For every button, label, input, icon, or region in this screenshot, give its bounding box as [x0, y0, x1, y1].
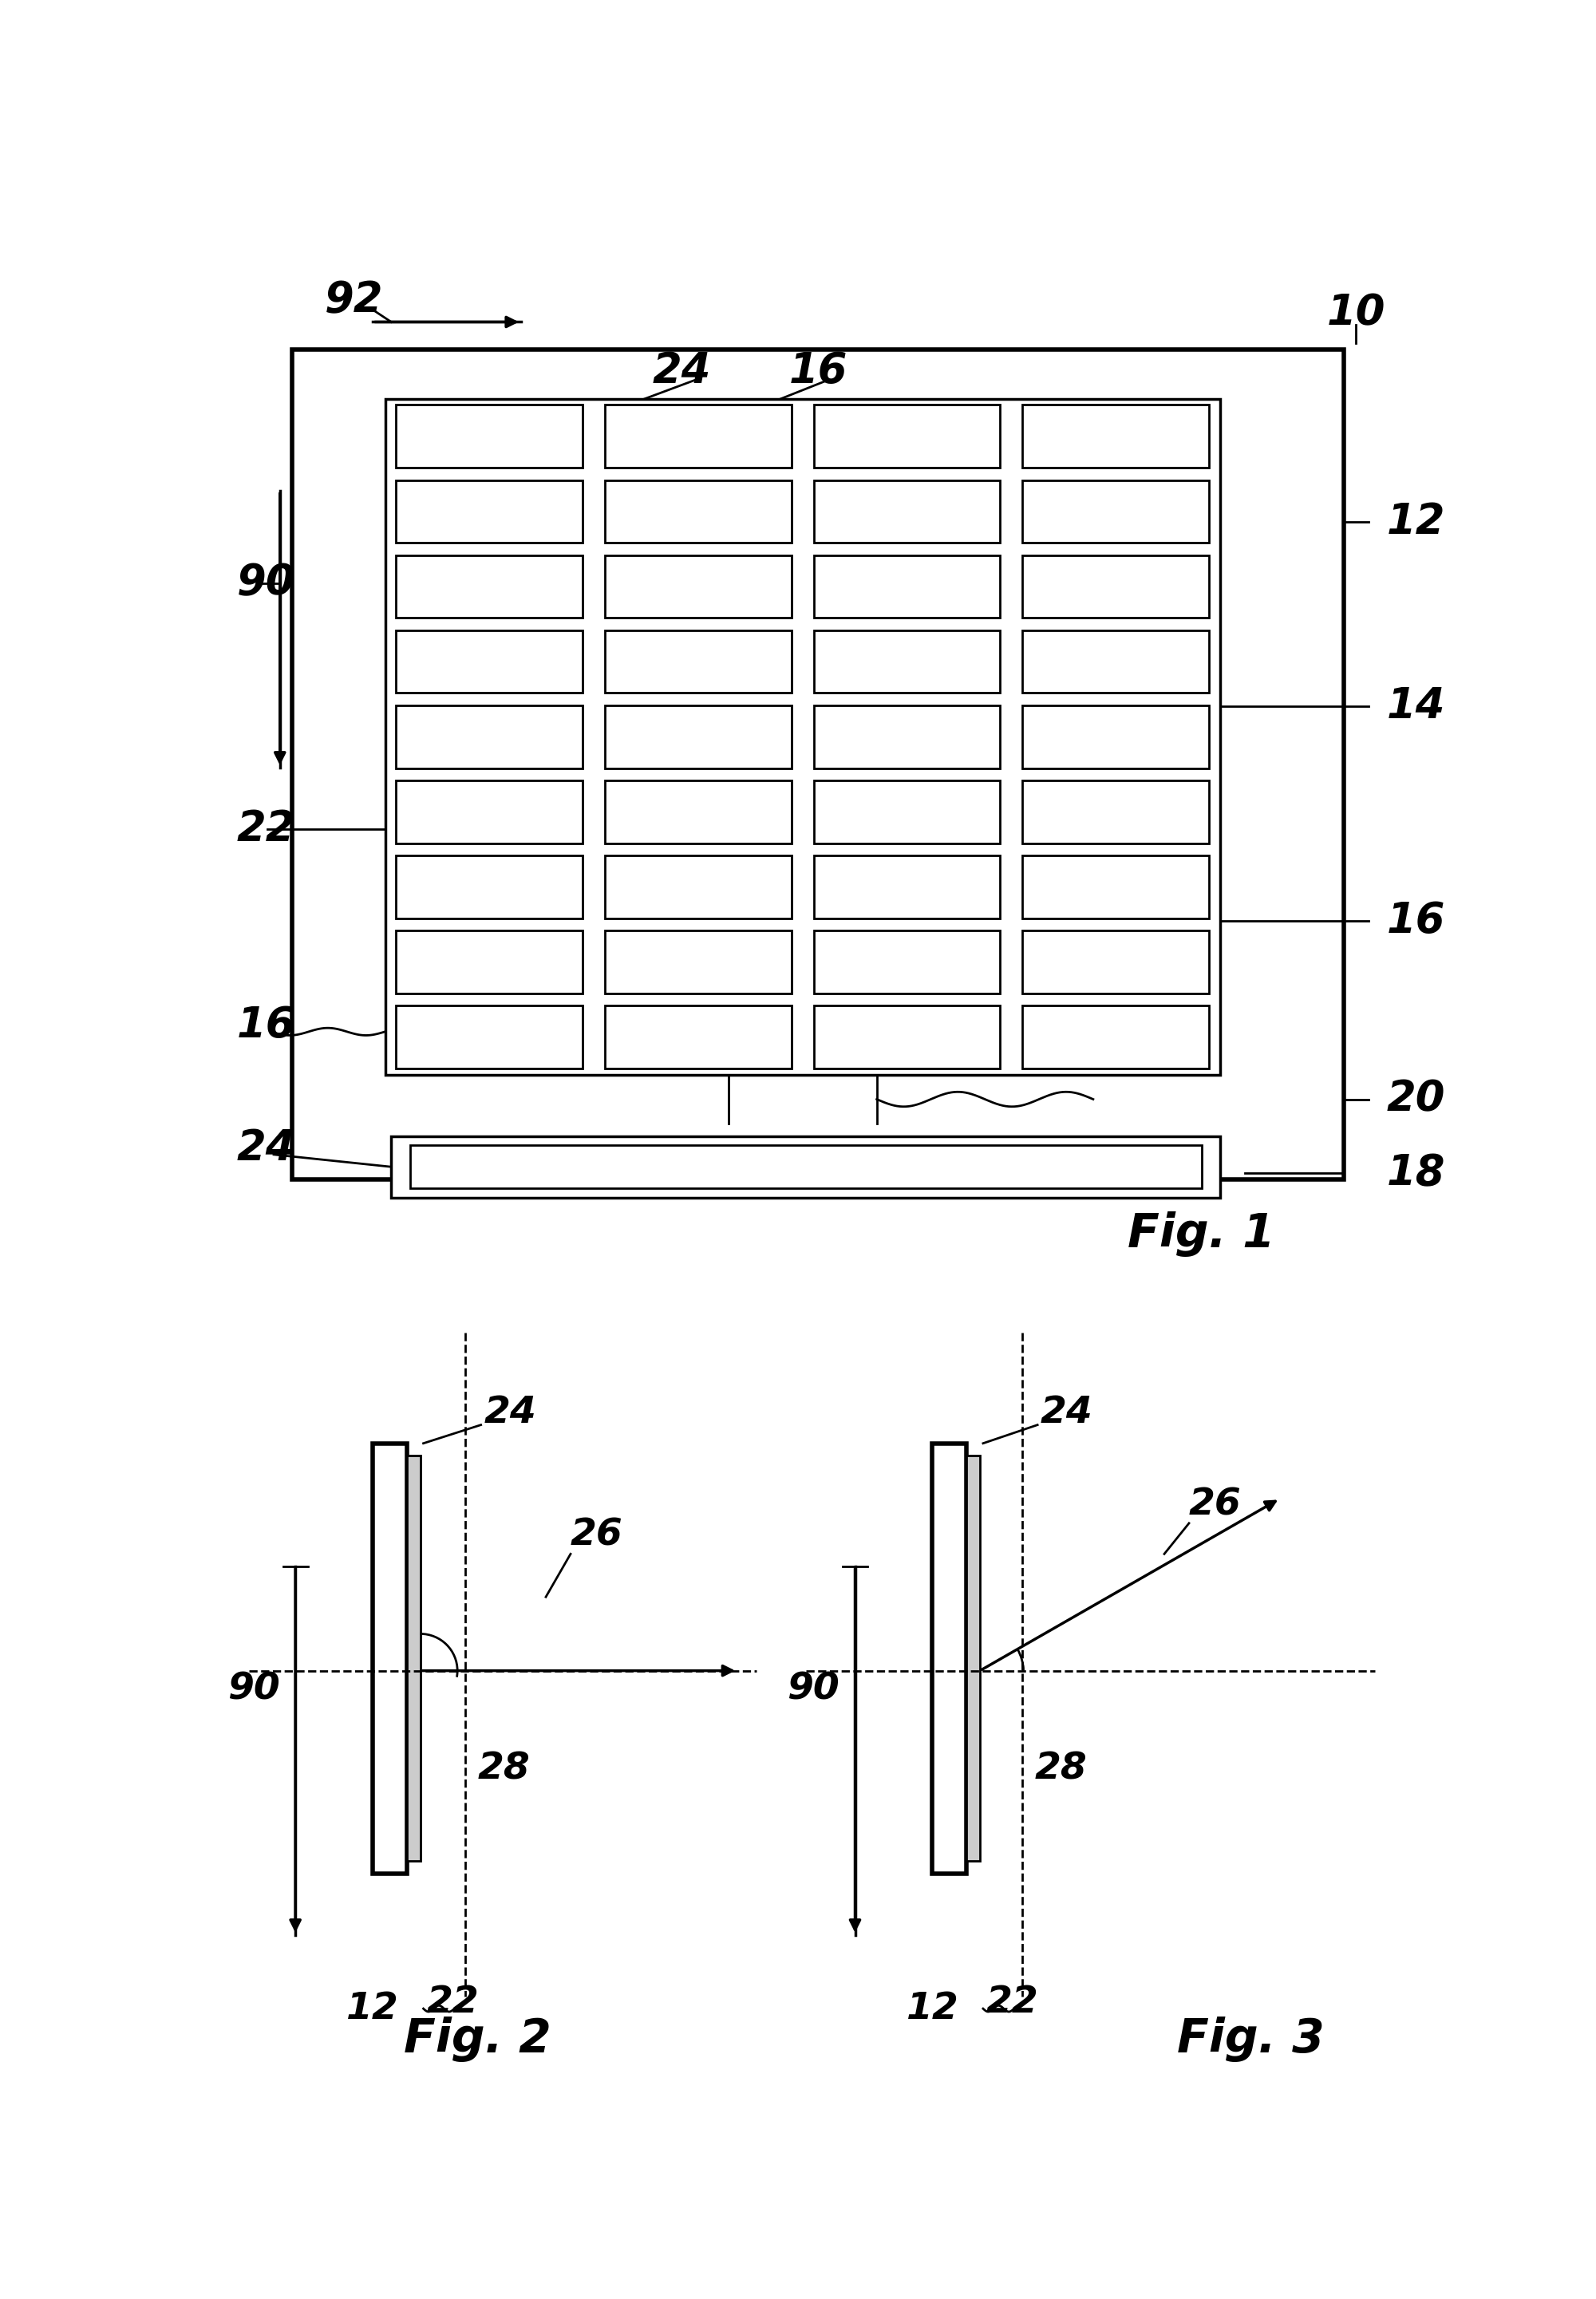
Text: 90: 90: [236, 563, 295, 605]
Bar: [1023, 931, 1208, 993]
Text: 90: 90: [228, 1671, 279, 1708]
Text: 26: 26: [571, 1517, 622, 1554]
Bar: [407, 1455, 420, 1862]
Bar: [814, 630, 1001, 692]
Text: 24: 24: [484, 1395, 536, 1430]
Bar: [605, 855, 792, 917]
Text: 24: 24: [1041, 1395, 1093, 1430]
Bar: [396, 630, 583, 692]
Text: 24: 24: [653, 349, 712, 391]
Bar: [396, 1005, 583, 1069]
Text: 10: 10: [1326, 292, 1385, 333]
Bar: [814, 405, 1001, 467]
Bar: [605, 554, 792, 618]
Bar: [410, 1145, 1202, 1189]
Text: 92: 92: [326, 280, 383, 322]
Text: 12: 12: [346, 1991, 399, 2028]
Bar: [396, 480, 583, 543]
Bar: [385, 398, 1219, 1074]
Text: 16: 16: [236, 1005, 295, 1046]
Text: 14: 14: [1387, 685, 1446, 726]
Text: 20: 20: [1387, 1078, 1446, 1120]
Bar: [605, 480, 792, 543]
Bar: [814, 779, 1001, 844]
Text: 22: 22: [986, 1984, 1039, 2021]
Bar: [396, 554, 583, 618]
Text: 12: 12: [907, 1991, 959, 2028]
Bar: [1023, 554, 1208, 618]
Bar: [814, 706, 1001, 768]
Bar: [396, 931, 583, 993]
Bar: [292, 349, 1344, 1179]
Bar: [605, 630, 792, 692]
Bar: [814, 855, 1001, 917]
Bar: [1023, 706, 1208, 768]
Bar: [1023, 779, 1208, 844]
Bar: [605, 706, 792, 768]
Bar: [605, 405, 792, 467]
Bar: [1023, 1005, 1208, 1069]
Bar: [1023, 630, 1208, 692]
Bar: [605, 931, 792, 993]
Bar: [1023, 405, 1208, 467]
Bar: [396, 855, 583, 917]
Text: 16: 16: [788, 349, 847, 391]
Bar: [814, 1005, 1001, 1069]
Text: 90: 90: [787, 1671, 839, 1708]
Text: 24: 24: [236, 1127, 295, 1170]
Bar: [932, 1444, 967, 1874]
Bar: [1023, 480, 1208, 543]
Bar: [814, 480, 1001, 543]
Text: 18: 18: [1387, 1152, 1446, 1193]
Text: Fig. 3: Fig. 3: [1178, 2016, 1325, 2062]
Text: 12: 12: [1387, 501, 1446, 543]
Text: 28: 28: [477, 1752, 530, 1786]
Bar: [396, 706, 583, 768]
Bar: [967, 1455, 980, 1862]
Bar: [814, 554, 1001, 618]
Text: Fig. 1: Fig. 1: [1128, 1212, 1275, 1258]
Text: 22: 22: [426, 1984, 479, 2021]
Bar: [1023, 855, 1208, 917]
Text: 28: 28: [1034, 1752, 1087, 1786]
Bar: [396, 405, 583, 467]
Bar: [396, 779, 583, 844]
Text: 26: 26: [1189, 1487, 1242, 1522]
Text: Fig. 2: Fig. 2: [404, 2016, 552, 2062]
Bar: [605, 779, 792, 844]
Bar: [605, 1005, 792, 1069]
Bar: [373, 1444, 407, 1874]
Text: 16: 16: [1387, 901, 1446, 943]
Bar: [814, 931, 1001, 993]
Bar: [391, 1136, 1219, 1198]
Text: 22: 22: [236, 809, 295, 851]
